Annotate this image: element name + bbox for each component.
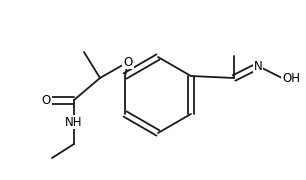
Text: OH: OH [282,71,300,84]
Text: O: O [123,55,132,69]
Text: O: O [41,93,50,107]
Text: N: N [254,60,262,73]
Text: NH: NH [65,116,83,129]
